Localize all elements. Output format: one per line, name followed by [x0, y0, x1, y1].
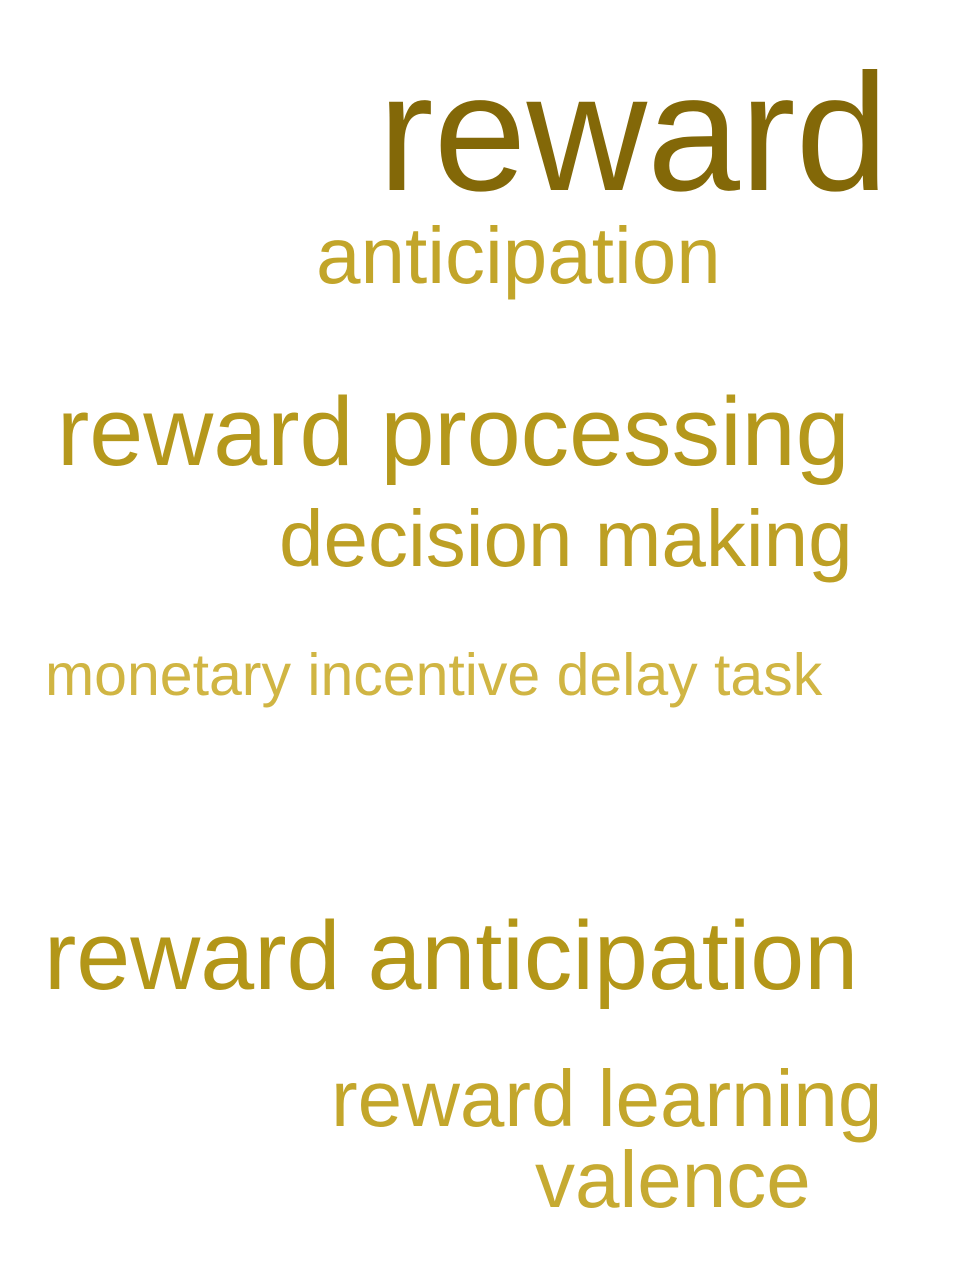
word-reward-anticipation: reward anticipation [44, 901, 859, 1010]
word-anticipation: anticipation [316, 211, 721, 300]
word-monetary-incentive-delay-task: monetary incentive delay task [45, 642, 823, 708]
word-reward-processing: reward processing [57, 377, 850, 486]
word-reward: reward [378, 40, 889, 226]
word-valence: valence [535, 1135, 811, 1224]
word-reward-learning: reward learning [331, 1054, 883, 1143]
word-decision-making: decision making [279, 494, 853, 583]
